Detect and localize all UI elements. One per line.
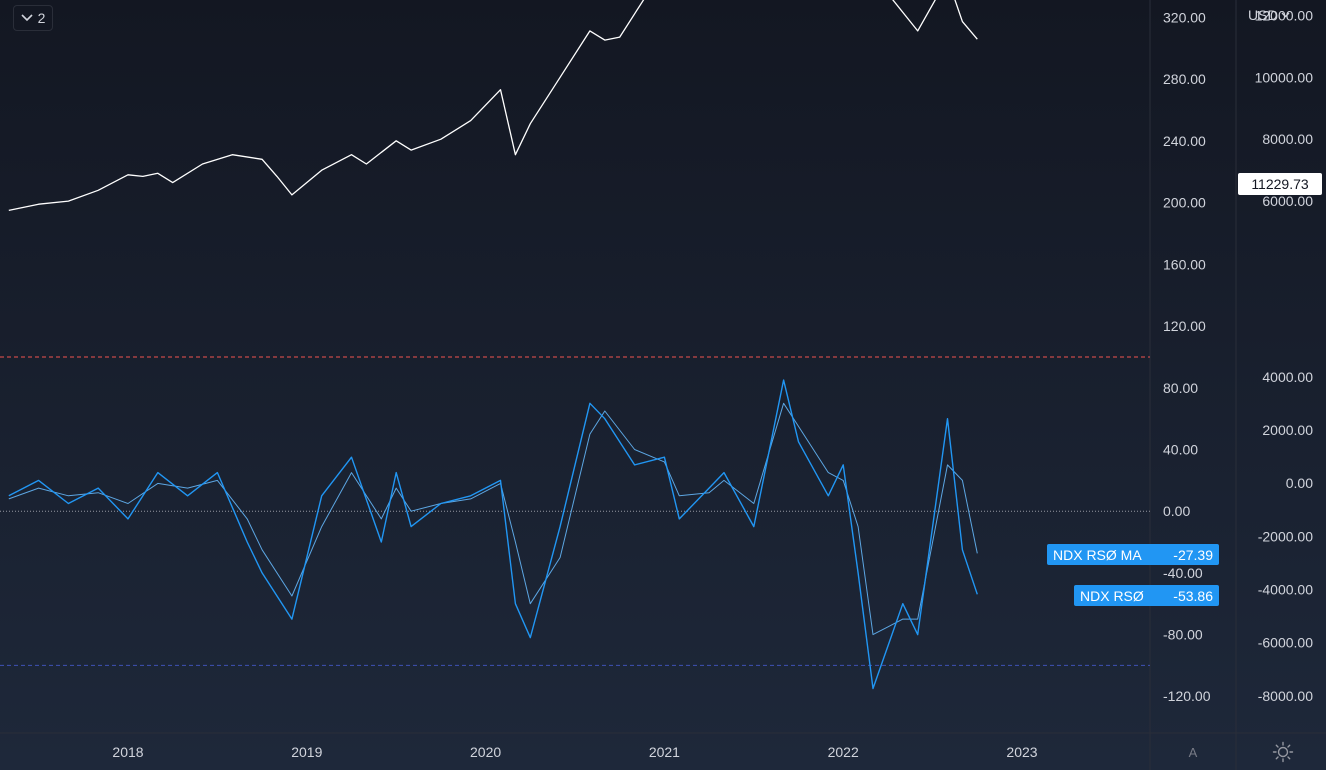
rs-scale-tick: -120.00	[1163, 688, 1211, 704]
x-axis-tick: 2021	[649, 744, 680, 760]
legend-toggle-button[interactable]: 2	[13, 5, 53, 31]
legend-count: 2	[37, 10, 46, 26]
chevron-down-icon	[1281, 12, 1290, 18]
x-axis-tick: 2022	[828, 744, 859, 760]
currency-label: USD	[1248, 7, 1278, 23]
x-axis-tick: 2019	[291, 744, 322, 760]
rs-scale-tick: 80.00	[1163, 380, 1198, 396]
x-axis-tick: 2018	[112, 744, 143, 760]
rs-name: NDX RSØ	[1080, 587, 1144, 604]
x-axis-tick: 2020	[470, 744, 501, 760]
rs-right-scale-tick: -4000.00	[1258, 581, 1313, 597]
rs-ma-name: NDX RSØ MA	[1053, 546, 1142, 563]
gear-icon	[1272, 741, 1294, 763]
rs-series-line	[8, 379, 978, 690]
auto-scale-button[interactable]: A	[1188, 744, 1198, 760]
left-scale-tick: 200.00	[1163, 195, 1206, 211]
rs-right-scale-tick: 2000.00	[1262, 422, 1313, 438]
axes-layer: 2018 2019 2020 2021 2022 2023 120.00 160.00 200.…	[112, 7, 1314, 760]
rs-ma-label: NDX RSØ MA -27.39	[1047, 544, 1219, 565]
left-scale-tick: 280.00	[1163, 71, 1206, 87]
currency-selector[interactable]: USD	[1248, 4, 1290, 26]
left-scale-tick: 160.00	[1163, 256, 1206, 272]
rs-right-scale-tick: -6000.00	[1258, 635, 1313, 651]
chart-settings-button[interactable]	[1270, 739, 1296, 765]
rs-value: -53.86	[1173, 587, 1213, 604]
rs-scale-tick: -80.00	[1163, 627, 1203, 643]
price-series-line	[8, 0, 978, 212]
series-layer	[8, 0, 978, 690]
rs-scale-tick: 40.00	[1163, 442, 1198, 458]
right-scale-tick: 8000.00	[1262, 131, 1313, 147]
last-price-label: 11229.73	[1238, 173, 1322, 195]
right-scale-tick: 10000.00	[1255, 69, 1314, 85]
rs-right-scale-tick: -8000.00	[1258, 688, 1313, 704]
rs-right-scale-tick: -2000.00	[1258, 528, 1313, 544]
rs-ma-value: -27.39	[1173, 546, 1213, 563]
rs-scale-tick: -40.00	[1163, 565, 1203, 581]
right-scale-tick: 6000.00	[1262, 193, 1313, 209]
chevron-down-icon	[21, 14, 33, 22]
rs-right-scale-tick: 4000.00	[1262, 369, 1313, 385]
rs-right-scale-tick: 0.00	[1286, 475, 1313, 491]
x-axis-tick: 2023	[1006, 744, 1037, 760]
rs-scale-tick: 0.00	[1163, 503, 1190, 519]
left-scale-tick: 320.00	[1163, 10, 1206, 26]
left-scale-tick: 120.00	[1163, 318, 1206, 334]
rs-label: NDX RSØ -53.86	[1074, 585, 1219, 606]
left-scale-tick: 240.00	[1163, 133, 1206, 149]
